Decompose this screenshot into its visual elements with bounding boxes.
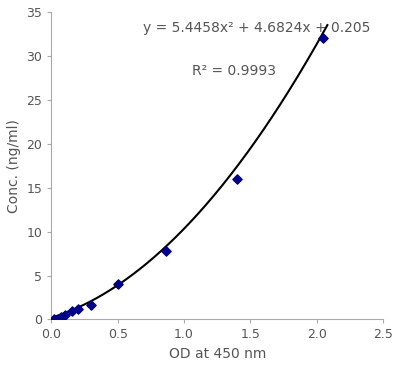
Text: R² = 0.9993: R² = 0.9993 bbox=[192, 64, 276, 78]
Point bbox=[69, 308, 75, 314]
Y-axis label: Conc. (ng/ml): Conc. (ng/ml) bbox=[7, 119, 21, 213]
Point bbox=[75, 307, 81, 312]
Point bbox=[62, 312, 68, 318]
Point bbox=[51, 316, 57, 322]
Point bbox=[320, 35, 327, 41]
Point bbox=[58, 314, 64, 320]
Point bbox=[114, 281, 121, 287]
Text: y = 5.4458x² + 4.6824x + 0.205: y = 5.4458x² + 4.6824x + 0.205 bbox=[143, 21, 371, 35]
Point bbox=[88, 302, 94, 308]
Point bbox=[163, 248, 169, 254]
Point bbox=[234, 176, 240, 182]
X-axis label: OD at 450 nm: OD at 450 nm bbox=[168, 347, 266, 361]
